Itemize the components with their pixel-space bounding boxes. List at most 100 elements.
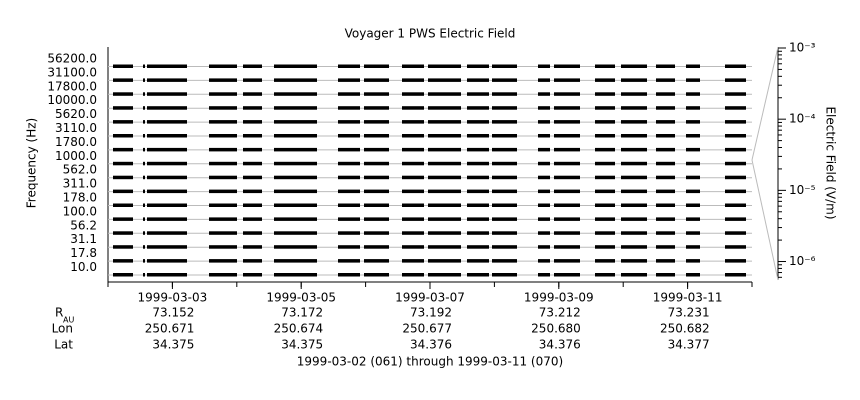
channel-strip (595, 203, 615, 207)
channel-strip (338, 259, 360, 263)
channel-strip (143, 161, 145, 166)
colorbar-connector (751, 46, 779, 161)
channel-strip (595, 64, 615, 68)
channel-strip (554, 78, 580, 82)
channel-strip (725, 175, 746, 180)
channel-strip (725, 147, 746, 152)
channel-strip (725, 217, 746, 221)
ephemeris-label: R (55, 306, 63, 320)
channel-strip (402, 217, 424, 221)
channel-strip (621, 273, 647, 277)
channel-strip (143, 245, 145, 249)
channel-strip (725, 203, 746, 207)
channel-strip (538, 78, 550, 82)
channel-strip (338, 120, 360, 124)
channel-label: 1000.0 (55, 149, 97, 163)
channel-strip (428, 203, 461, 207)
channel-strip (113, 106, 133, 110)
channel-strip (338, 106, 360, 110)
channel-strip (621, 203, 647, 207)
ephemeris-label: Lon (52, 322, 73, 336)
ephemeris-value: 34.377 (668, 338, 710, 352)
channel-strip (243, 64, 262, 68)
channel-strip (113, 273, 133, 277)
channel-strip (686, 92, 700, 96)
channel-strip (428, 231, 461, 235)
channel-strip (402, 134, 424, 138)
channel-strip (725, 106, 746, 110)
channel-strip (143, 64, 145, 68)
channel-strip (621, 175, 647, 180)
channel-strip (656, 161, 675, 166)
channel-strip (402, 189, 424, 194)
channel-strip (538, 245, 550, 249)
channel-strip (538, 203, 550, 207)
channel-strip (554, 189, 580, 194)
channel-strip (143, 217, 145, 221)
channel-strip (209, 273, 237, 277)
channel-strip (209, 203, 237, 207)
channel-strip (686, 189, 700, 194)
channel-strip (656, 134, 675, 138)
channel-strip (428, 64, 461, 68)
channel-strip (656, 273, 675, 277)
channel-strip (209, 64, 237, 68)
channel-strip (143, 78, 145, 82)
channel-strip (113, 217, 133, 221)
x-tick-label: 1999-03-07 (395, 291, 465, 305)
channel-strip (243, 120, 262, 124)
channel-strip (686, 231, 700, 235)
channel-strip (595, 217, 615, 221)
channel-strip (338, 64, 360, 68)
chart-title: Voyager 1 PWS Electric Field (345, 27, 516, 41)
channel-strip (113, 259, 133, 263)
channel-strip (364, 189, 389, 194)
channel-strip (621, 92, 647, 96)
channel-strip (595, 175, 615, 180)
x-tick-label: 1999-03-11 (653, 291, 723, 305)
channel-strip (467, 134, 489, 138)
channel-strip (686, 203, 700, 207)
channel-strip (538, 161, 550, 166)
channel-strip (402, 106, 424, 110)
channel-strip (595, 231, 615, 235)
channel-strip (243, 106, 262, 110)
channel-strip (492, 134, 517, 138)
channel-strip (364, 203, 389, 207)
ephemeris-value: 73.152 (152, 306, 194, 320)
channel-strip (428, 259, 461, 263)
channel-strip (595, 189, 615, 194)
channel-strip (338, 78, 360, 82)
channel-strip (467, 175, 489, 180)
channel-strip (686, 106, 700, 110)
channel-strip (274, 147, 317, 152)
channel-strip (364, 217, 389, 221)
channel-label: 311.0 (63, 177, 97, 191)
channel-strip (621, 147, 647, 152)
channel-strip (147, 161, 187, 166)
channel-strip (147, 134, 187, 138)
channel-strip (243, 231, 262, 235)
channel-strip (274, 189, 317, 194)
channel-strip (621, 161, 647, 166)
channel-strip (686, 273, 700, 277)
channel-strip (113, 203, 133, 207)
channel-strip (656, 106, 675, 110)
channel-strip (402, 245, 424, 249)
channel-strip (364, 147, 389, 152)
channel-strip (621, 217, 647, 221)
channel-strip (725, 92, 746, 96)
ephemeris-value: 73.231 (668, 306, 710, 320)
channel-strip (113, 78, 133, 82)
channel-strip (209, 259, 237, 263)
channel-strip (686, 259, 700, 263)
channel-strip (274, 92, 317, 96)
channel-strip (209, 245, 237, 249)
channel-strip (274, 106, 317, 110)
channel-strip (338, 217, 360, 221)
channel-strip (402, 64, 424, 68)
channel-strip (364, 273, 389, 277)
channel-strip (338, 273, 360, 277)
channel-strip (467, 189, 489, 194)
